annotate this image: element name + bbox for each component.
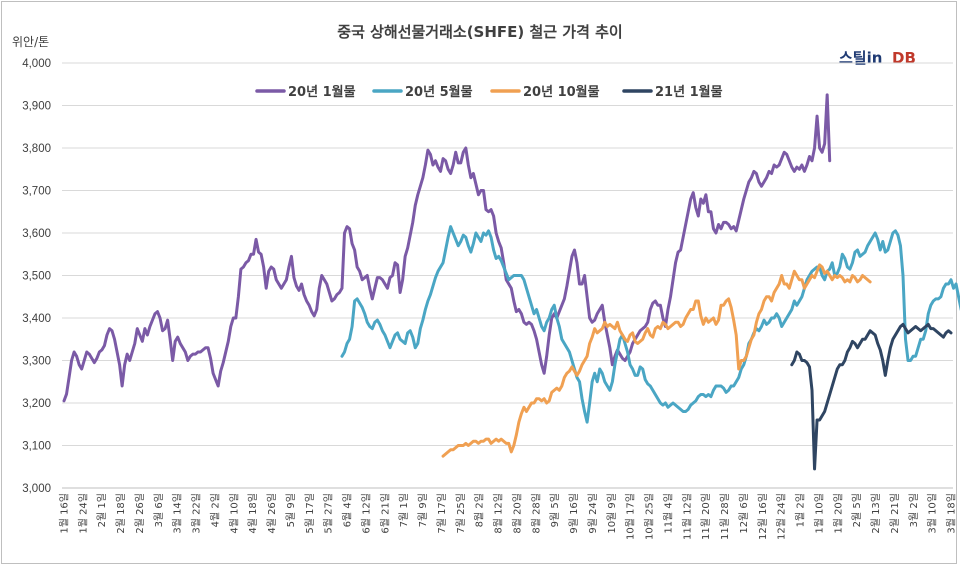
x-tick-label: 6월 4일 bbox=[342, 493, 354, 527]
x-tick-label: 6월 12일 bbox=[360, 493, 372, 534]
x-tick-label: 7월 9일 bbox=[417, 493, 429, 527]
y-tick-label: 3,400 bbox=[22, 313, 51, 325]
x-axis: 1월 16일 1월 24일 2월 1일 2월 18일 2월 26일 3월 6일 3월 14일… bbox=[59, 493, 958, 540]
x-tick-label: 5월 27일 bbox=[323, 493, 335, 534]
y-axis: 3,000 3,100 3,200 3,300 3,400 3,500 3,600 3,700… bbox=[22, 58, 51, 495]
x-tick-label: 7월 1일 bbox=[398, 493, 410, 527]
y-tick-label: 3,100 bbox=[22, 441, 51, 453]
y-tick-label: 3,800 bbox=[22, 143, 51, 155]
x-tick-label: 6월 21일 bbox=[379, 493, 391, 534]
legend: 20년 1월물 20년 5월물 20년 10월물 21년 1월물 bbox=[255, 84, 723, 100]
x-tick-label: 3월 14일 bbox=[172, 493, 184, 534]
logo-text-steelin: 스틸in bbox=[839, 49, 882, 67]
legend-label-3: 20년 10월물 bbox=[523, 84, 600, 100]
x-tick-label: 4월 2일 bbox=[209, 493, 221, 527]
y-tick-label: 3,600 bbox=[22, 228, 51, 240]
x-tick-label: 3월 2일 bbox=[908, 493, 920, 527]
series-line-1 bbox=[62, 93, 832, 403]
x-tick-label: 9월 5일 bbox=[549, 493, 561, 527]
x-tick-label: 2월 13일 bbox=[870, 493, 882, 534]
x-tick-label: 2월 18일 bbox=[115, 493, 127, 534]
x-tick-label: 2월 1일 bbox=[96, 493, 108, 527]
x-tick-label: 9월 24일 bbox=[587, 493, 599, 534]
x-tick-label: 3월 10일 bbox=[927, 493, 939, 534]
x-tick-label: 11월 4일 bbox=[662, 493, 674, 534]
x-tick-label: 4월 10일 bbox=[228, 493, 240, 534]
y-tick-label: 3,900 bbox=[22, 101, 51, 113]
x-tick-label: 12월 16일 bbox=[757, 493, 769, 540]
y-tick-label: 3,300 bbox=[22, 356, 51, 368]
series-lines bbox=[62, 93, 960, 471]
x-tick-label: 2월 5일 bbox=[851, 493, 863, 527]
x-tick-label: 2월 21일 bbox=[889, 493, 901, 534]
x-tick-label: 10월 17일 bbox=[625, 493, 637, 540]
x-tick-label: 1월 24일 bbox=[77, 493, 89, 534]
x-tick-label: 3월 18일 bbox=[946, 493, 958, 534]
x-tick-label: 10월 25일 bbox=[644, 493, 656, 540]
x-tick-label: 4월 18일 bbox=[247, 493, 259, 534]
x-tick-label: 5월 17일 bbox=[304, 493, 316, 534]
chart-title: 중국 상해선물거래소(SHFE) 철근 가격 추이 bbox=[337, 23, 622, 41]
x-tick-label: 8월 20일 bbox=[511, 493, 523, 534]
legend-label-2: 20년 5월물 bbox=[405, 84, 473, 100]
legend-label-4: 21년 1월물 bbox=[655, 84, 723, 100]
y-tick-label: 4,000 bbox=[22, 58, 51, 70]
x-tick-label: 1월 2일 bbox=[795, 493, 807, 527]
steelin-logo: 스틸in DB bbox=[839, 49, 916, 67]
x-tick-label: 1월 16일 bbox=[59, 493, 71, 534]
x-tick-label: 8월 2일 bbox=[474, 493, 486, 527]
y-tick-label: 3,200 bbox=[22, 398, 51, 410]
x-tick-label: 11월 28일 bbox=[719, 493, 731, 540]
x-tick-label: 9월 16일 bbox=[568, 493, 580, 534]
series-line-2 bbox=[340, 225, 960, 424]
x-tick-label: 11월 20일 bbox=[700, 493, 712, 540]
series-line-4 bbox=[790, 322, 953, 471]
y-tick-label: 3,700 bbox=[22, 186, 51, 198]
x-tick-label: 12월 24일 bbox=[776, 493, 788, 540]
y-tick-label: 3,500 bbox=[22, 271, 51, 283]
x-tick-label: 8월 28일 bbox=[530, 493, 542, 534]
x-tick-label: 1월 10일 bbox=[813, 493, 825, 534]
series-line-3 bbox=[441, 263, 872, 458]
y-tick-label: 3,000 bbox=[22, 483, 51, 495]
x-tick-label: 7월 17일 bbox=[436, 493, 448, 534]
x-tick-label: 3월 6일 bbox=[153, 493, 165, 527]
x-tick-label: 3월 22일 bbox=[191, 493, 203, 534]
x-tick-label: 11월 12일 bbox=[681, 493, 693, 540]
x-tick-label: 2월 26일 bbox=[134, 493, 146, 534]
legend-label-1: 20년 1월물 bbox=[288, 84, 356, 100]
x-tick-label: 4월 26일 bbox=[266, 493, 278, 534]
x-tick-label: 8월 12일 bbox=[493, 493, 505, 534]
x-tick-label: 1월 20일 bbox=[832, 493, 844, 534]
y-axis-unit: 위안/톤 bbox=[12, 35, 49, 49]
x-tick-label: 7월 25일 bbox=[455, 493, 467, 534]
x-tick-label: 10월 9일 bbox=[606, 493, 618, 534]
x-tick-label: 5월 9일 bbox=[285, 493, 297, 527]
grid-lines bbox=[62, 62, 953, 489]
logo-text-db: DB bbox=[892, 49, 916, 67]
x-tick-label: 12월 6일 bbox=[738, 493, 750, 534]
